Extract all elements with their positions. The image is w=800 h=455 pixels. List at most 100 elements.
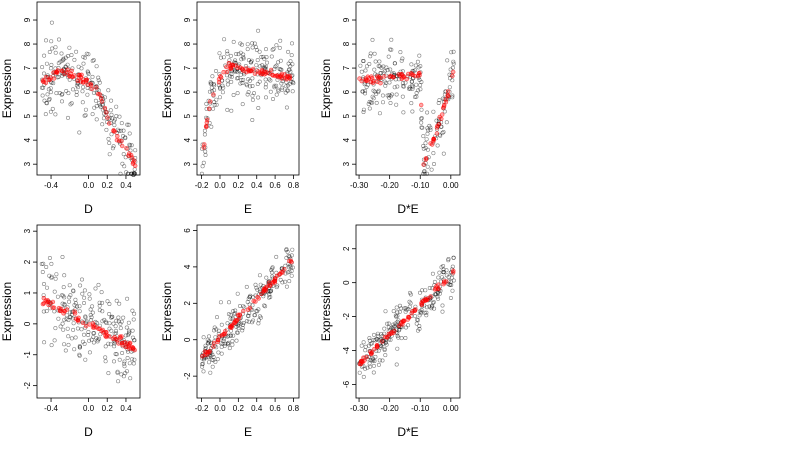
observed-point [116,319,121,324]
observed-point [49,20,54,25]
observed-point [445,58,450,63]
observed-point [220,90,225,95]
fitted-point [224,69,230,75]
observed-point [285,270,290,275]
observed-point [363,68,368,73]
observed-point [117,114,122,119]
fitted-point [211,340,217,346]
observed-point [361,340,366,345]
observed-point [85,69,90,74]
observed-point [122,359,127,364]
observed-point [436,275,441,280]
observed-point [128,143,133,148]
fitted-point [78,74,84,80]
fitted-point [114,138,120,143]
fitted-point [406,71,411,77]
y-tick-label: 9 [183,17,192,22]
fitted-point [260,71,265,77]
observed-point [67,45,72,50]
observed-point [41,261,46,266]
observed-point [441,151,446,156]
observed-point [241,322,246,327]
observed-point [431,151,436,156]
observed-point [71,289,76,294]
observed-point [119,372,124,377]
scatter-panel-6: -0.30 -0.20 -0.10 0.00 -6 -4 -2 0 2 D*E Expression [319,224,461,439]
observed-point [374,100,379,105]
observed-point [89,318,94,323]
observed-point [361,107,366,112]
observed-point [129,143,134,148]
observed-point [66,115,71,120]
observed-point [246,313,251,318]
observed-point [63,348,68,353]
observed-point [374,78,379,83]
y-tick-label: 7 [23,65,32,70]
observed-point [119,319,124,324]
observed-point [65,305,70,310]
observed-point [47,273,52,278]
observed-point [263,77,268,82]
fitted-points [201,60,293,150]
observed-point [393,313,398,318]
observed-point [424,313,429,318]
observed-point [216,328,221,333]
observed-point [367,336,372,341]
observed-point [226,69,231,74]
observed-point [450,95,455,100]
observed-point [449,50,454,55]
observed-point [394,305,399,310]
observed-point [424,310,429,315]
fitted-point [419,102,424,108]
observed-point [373,354,378,359]
observed-point [417,323,422,328]
observed-point [422,171,427,176]
observed-point [422,169,427,174]
observed-point [256,95,261,100]
y-tick-label: 5 [23,113,32,118]
observed-point [56,37,61,42]
observed-point [66,53,71,58]
observed-point [215,357,220,362]
observed-point [290,62,295,67]
observed-point [400,56,405,61]
observed-point [127,131,132,136]
fitted-point [364,355,369,360]
scatter-panel-3: -0.30 -0.20 -0.10 0.00 3 4 5 6 7 8 9 D*E Expression [319,1,461,216]
observed-point [389,47,394,52]
observed-point [97,308,102,313]
fitted-point [287,75,292,81]
observed-point [366,354,371,359]
fitted-point [279,76,284,81]
observed-point [93,286,98,291]
fitted-point [224,64,229,70]
fitted-points [40,296,137,353]
observed-point [398,50,403,55]
fitted-point [368,351,374,356]
observed-point [44,264,49,269]
observed-point [263,304,268,309]
observed-point [285,249,290,254]
observed-point [268,89,273,94]
observed-point [120,350,125,355]
observed-point [90,304,95,309]
observed-point [80,100,85,105]
observed-point [81,54,86,59]
observed-point [377,64,382,69]
observed-point [40,65,45,70]
observed-point [126,171,131,176]
observed-point [240,325,245,330]
observed-point [58,59,63,64]
observed-point [86,329,91,334]
y-tick-label: 2 [183,301,192,306]
observed-point [126,320,131,325]
observed-point [275,77,280,82]
observed-point [49,343,54,348]
observed-point [40,93,45,98]
observed-point [230,342,235,347]
observed-point [210,89,215,94]
observed-point [100,309,105,314]
observed-point [77,352,82,357]
observed-point [205,341,210,346]
observed-point [90,112,95,117]
